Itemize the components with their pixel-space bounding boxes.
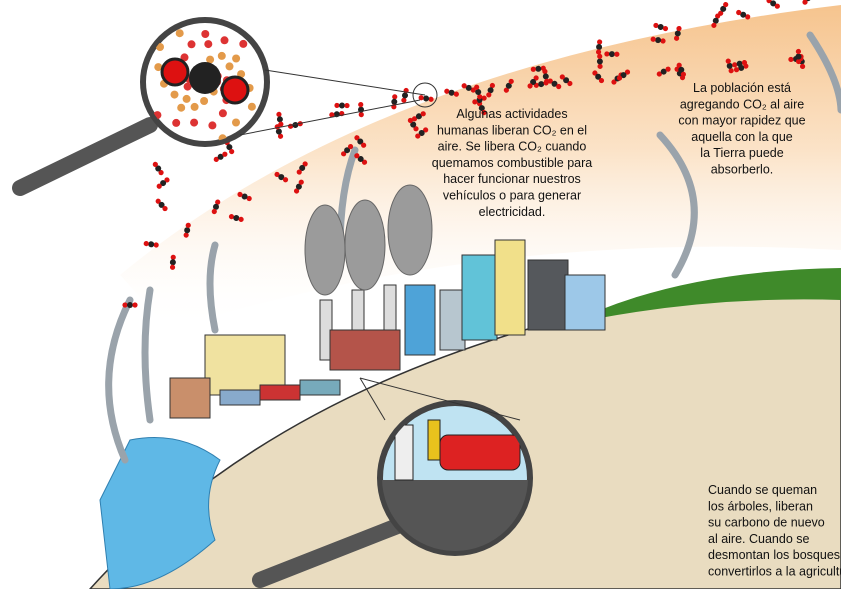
city-part: [440, 290, 465, 350]
caption-line: Cuando se queman: [708, 483, 817, 497]
caption-line: su carbono de nuevo: [708, 516, 825, 530]
caption-line: La población está: [693, 81, 791, 95]
caption-line: humanas liberan CO₂ en el: [437, 123, 587, 137]
caption-line: con mayor rapidez que: [678, 114, 805, 128]
magnifier-air-part-part: [183, 95, 191, 103]
caption-line: la Tierra puede: [700, 146, 783, 160]
city-part: [170, 378, 210, 418]
magnifier-air-part: [265, 70, 425, 95]
arrows-part: [145, 290, 150, 420]
co2-molecules-part: [418, 94, 434, 102]
city-part: [260, 385, 300, 400]
magnifier-air-part-part: [190, 119, 198, 127]
co2-molecules-part: [151, 161, 165, 177]
arrows-part: [109, 300, 130, 460]
co2-molecules-part-part: [148, 241, 155, 248]
magnifier-air-part-part: [191, 103, 199, 111]
co2-molecules-part: [717, 1, 730, 17]
city-part: [495, 240, 525, 335]
smoke-part: [345, 200, 385, 290]
smoke-part: [388, 185, 432, 275]
co2-molecules-part-part: [143, 241, 149, 247]
magnifier-car-part-part: [428, 420, 440, 460]
magnifier-air-part-part: [232, 55, 240, 63]
caption-line: quemamos combustible para: [432, 156, 593, 170]
magnifier-air-part-part: [171, 91, 179, 99]
magnifier-air-part-part: [201, 30, 209, 38]
magnifier-car-part-part: [395, 425, 413, 480]
city-part: [565, 275, 605, 330]
magnifier-air-part: [20, 125, 150, 188]
co2-molecules-part-part: [358, 102, 363, 107]
page: Algunas actividades humanas liberan CO₂ e…: [0, 0, 841, 589]
magnifier-air-part-part: [188, 40, 196, 48]
co2-molecules-part: [765, 0, 781, 10]
co2-molecules-part: [391, 94, 398, 110]
co2-molecules-part-part: [334, 103, 339, 108]
magnifier-air-part-part: [176, 29, 184, 37]
co2-molecules-part: [653, 22, 669, 32]
co2-molecules-part-part: [359, 112, 364, 117]
illustration: Algunas actividades humanas liberan CO₂ e…: [0, 0, 841, 589]
co2-molecules-part: [795, 49, 801, 64]
magnifier-air-part-part: [204, 40, 212, 48]
co2-molecules-part: [122, 302, 137, 308]
co2-molecules-part: [154, 197, 169, 212]
co2-molecules-part-part: [392, 94, 398, 100]
co2-molecules-part: [604, 51, 619, 58]
co2-molecules-part: [597, 54, 604, 69]
co2-molecules-part: [143, 240, 159, 248]
city-part: [300, 380, 340, 395]
co2-molecules-part: [801, 0, 815, 6]
city-part: [220, 390, 260, 405]
caption-line: hacer funcionar nuestros: [443, 172, 581, 186]
co2-molecules-part: [334, 102, 349, 108]
city-part: [330, 330, 400, 370]
co2-molecules-part: [779, 0, 794, 1]
city-part: [405, 285, 435, 355]
magnifier-air-part-part: [177, 104, 185, 112]
caption-line: aire. Se libera CO₂ cuando: [438, 140, 587, 154]
co2-molecules-part-part: [127, 302, 133, 308]
magnifier-air-part: [222, 77, 248, 103]
caption-line: convertirlos a la agricultura: [708, 565, 841, 579]
caption-line: absorberlo.: [711, 163, 774, 177]
co2-molecules-part-part: [339, 102, 345, 108]
co2-molecules-part: [358, 102, 365, 117]
caption-line: electricidad.: [479, 205, 546, 219]
co2-molecules-part-part: [132, 302, 137, 307]
caption-line: al aire. Cuando se: [708, 532, 810, 546]
magnifier-air-part-part: [221, 36, 229, 44]
magnifier-air-part-part: [226, 62, 234, 70]
co2-molecules-part-part: [122, 302, 127, 307]
caption-line: aquella con la que: [691, 130, 793, 144]
city-part: [462, 255, 497, 340]
magnifier-air-part-part: [232, 119, 240, 127]
magnifier-air-part: [162, 59, 188, 85]
magnifier-air-part: [189, 62, 221, 94]
magnifier-air-part-part: [218, 52, 226, 60]
co2-molecules-part: [400, 87, 409, 103]
co2-molecules-part-part: [344, 103, 349, 108]
magnifier-air-part-part: [239, 40, 247, 48]
caption-line: los árboles, liberan: [708, 499, 813, 513]
magnifier-air-part-part: [248, 103, 256, 111]
co2-molecules-part-part: [597, 39, 603, 45]
co2-molecules-part: [155, 176, 171, 190]
caption-line: Algunas actividades: [456, 107, 567, 121]
magnifier-air-part-part: [219, 109, 227, 117]
magnifier-car-part-part: [440, 435, 520, 470]
co2-molecules-part-part: [401, 92, 408, 99]
caption-line: agregando CO₂ al aire: [680, 97, 804, 111]
magnifier-air-part-part: [200, 97, 208, 105]
magnifier-air-part-part: [172, 119, 180, 127]
caption-line: desmontan los bosques: [708, 548, 840, 562]
smoke-part: [305, 205, 345, 295]
magnifier-air-part-part: [208, 121, 216, 129]
co2-molecules-part-part: [276, 116, 283, 123]
city-part: [528, 260, 568, 330]
caption-line: vehículos o para generar: [443, 189, 581, 203]
co2-molecules-part: [213, 150, 229, 163]
